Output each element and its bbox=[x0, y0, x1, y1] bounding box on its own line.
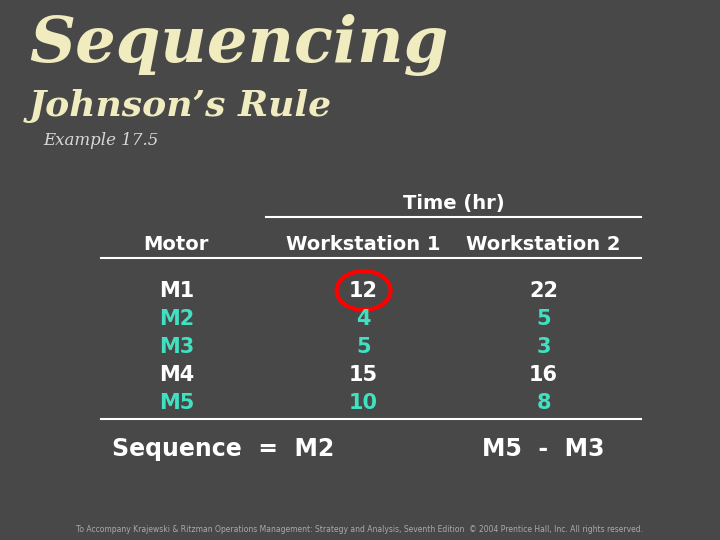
Text: 8: 8 bbox=[536, 393, 551, 413]
Text: 4: 4 bbox=[356, 308, 371, 329]
Text: Time (hr): Time (hr) bbox=[402, 194, 505, 213]
Text: M2: M2 bbox=[159, 308, 194, 329]
Text: Workstation 2: Workstation 2 bbox=[467, 234, 621, 254]
Text: 5: 5 bbox=[356, 336, 371, 357]
Text: Workstation 1: Workstation 1 bbox=[287, 234, 441, 254]
Text: To Accompany Krajewski & Ritzman Operations Management: Strategy and Analysis, S: To Accompany Krajewski & Ritzman Operati… bbox=[76, 524, 644, 534]
Text: Example 17.5: Example 17.5 bbox=[43, 132, 158, 149]
Text: Sequencing: Sequencing bbox=[29, 14, 448, 76]
Text: M3: M3 bbox=[159, 336, 194, 357]
Text: 10: 10 bbox=[349, 393, 378, 413]
Text: M5  -  M3: M5 - M3 bbox=[482, 437, 605, 461]
Text: 12: 12 bbox=[349, 280, 378, 301]
Text: M5: M5 bbox=[158, 393, 194, 413]
Text: M1: M1 bbox=[159, 280, 194, 301]
Text: Johnson’s Rule: Johnson’s Rule bbox=[29, 89, 332, 123]
Text: M4: M4 bbox=[159, 364, 194, 385]
Text: 15: 15 bbox=[349, 364, 378, 385]
Text: 22: 22 bbox=[529, 280, 558, 301]
Text: Motor: Motor bbox=[144, 234, 209, 254]
Text: 16: 16 bbox=[529, 364, 558, 385]
Text: Sequence  =  M2: Sequence = M2 bbox=[112, 437, 334, 461]
Text: 5: 5 bbox=[536, 308, 551, 329]
Text: 3: 3 bbox=[536, 336, 551, 357]
